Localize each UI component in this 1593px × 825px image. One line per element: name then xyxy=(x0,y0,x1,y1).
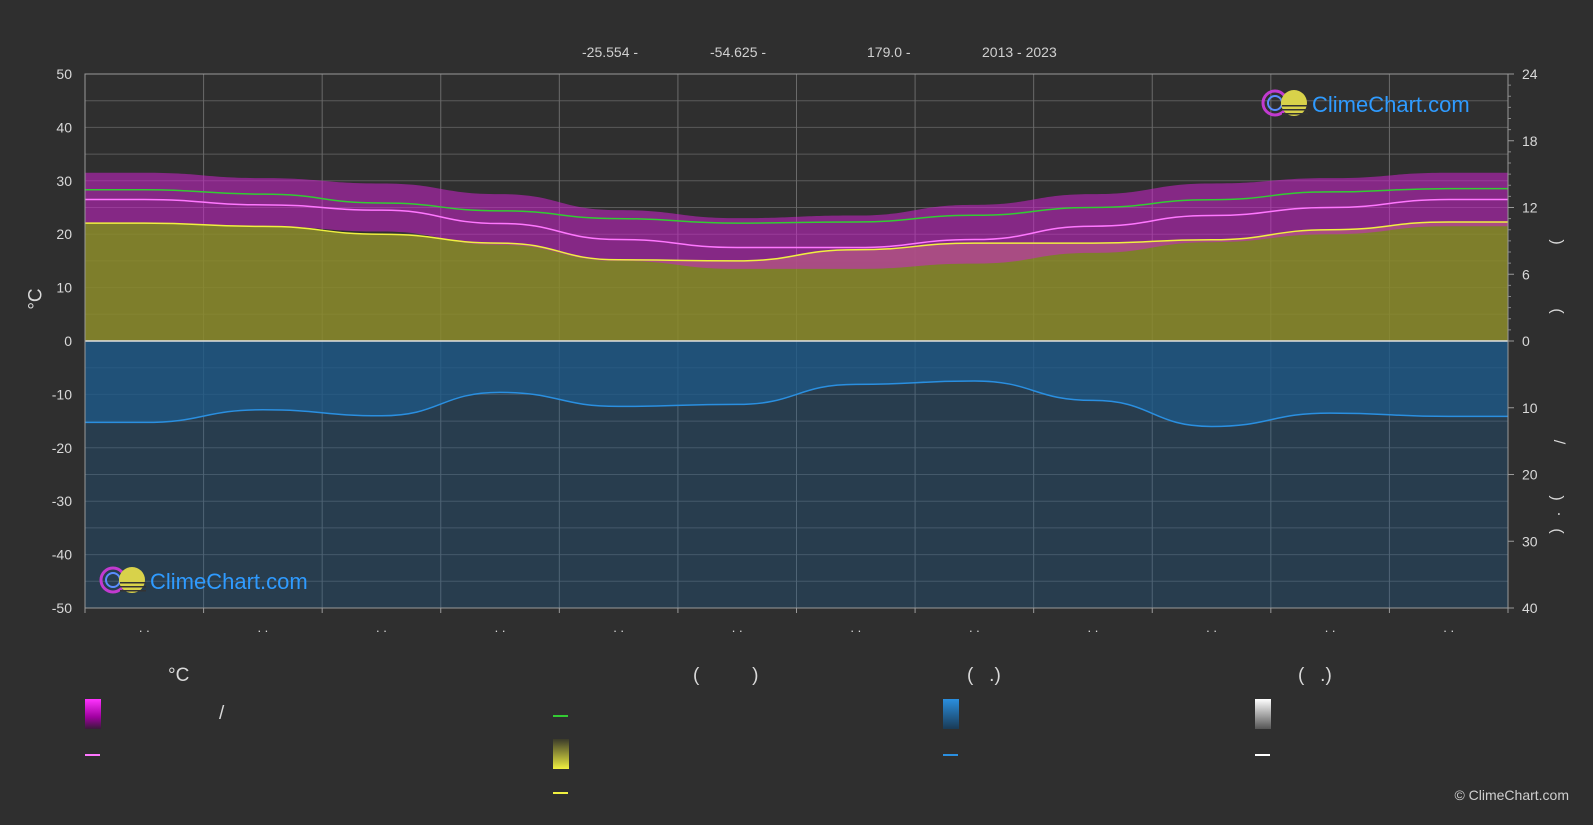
x-tick-label: . . xyxy=(850,620,861,635)
y-tick-right-bottom: 30 xyxy=(1522,533,1538,549)
legend-swatch-sunshine xyxy=(553,739,569,769)
x-tick-label: . . xyxy=(732,620,743,635)
y-tick-right-top: 0 xyxy=(1522,333,1530,349)
temp-mean-line xyxy=(84,198,1508,249)
y-tick-right-bottom: 40 xyxy=(1522,600,1538,616)
x-tick-label: . . xyxy=(1325,620,1336,635)
legend-swatch-temp-range xyxy=(85,699,101,729)
right-axis-slash: / xyxy=(1550,439,1568,445)
legend-title-snow: ( .) xyxy=(1298,665,1332,686)
legend-line-daylight xyxy=(553,715,568,717)
y-tick-left: -40 xyxy=(52,547,72,563)
longitude-label: -54.625 - xyxy=(710,44,767,60)
climechart-logo-icon xyxy=(99,566,146,594)
y-tick-left: -30 xyxy=(52,493,72,509)
x-tick-label: . . xyxy=(1206,620,1217,635)
x-tick-label: . . xyxy=(139,620,150,635)
y-tick-left: 10 xyxy=(56,280,72,296)
rain-area xyxy=(85,341,1508,427)
x-tick-label: . . xyxy=(495,620,506,635)
y-tick-right-top: 18 xyxy=(1522,133,1538,149)
legend-temp-slash: / xyxy=(219,703,225,724)
legend-line-temp-mean xyxy=(85,754,100,756)
x-tick-label: . . xyxy=(1088,620,1099,635)
sunshine-line xyxy=(84,221,1508,262)
right-axis-paren-4: ( xyxy=(1548,528,1566,534)
watermark-bottom-text: ClimeChart.com xyxy=(150,569,308,594)
legend-swatch-snow xyxy=(1255,699,1271,729)
right-axis-paren-2: ( xyxy=(1548,308,1566,314)
x-tick-label: . . xyxy=(1443,620,1454,635)
year-range-label: 2013 - 2023 xyxy=(982,44,1057,60)
legend-line-rain xyxy=(943,754,958,756)
climechart-logo-icon xyxy=(1261,89,1308,117)
legend-swatch-rain xyxy=(943,699,959,729)
legend-title-rain: ( .) xyxy=(967,665,1001,686)
y-axis-title-left: °C xyxy=(25,288,47,310)
y-tick-left: -20 xyxy=(52,440,72,456)
copyright: © ClimeChart.com xyxy=(1454,787,1569,803)
y-tick-left: -50 xyxy=(52,600,72,616)
y-tick-left: 30 xyxy=(56,173,72,189)
x-tick-label: . . xyxy=(969,620,980,635)
daylight-line xyxy=(85,187,1508,224)
y-tick-right-top: 6 xyxy=(1522,266,1530,282)
watermark-top-text: ClimeChart.com xyxy=(1312,92,1470,117)
y-tick-right-bottom: 20 xyxy=(1522,467,1538,483)
y-tick-left: 20 xyxy=(56,226,72,242)
y-tick-left: 40 xyxy=(56,119,72,135)
x-tick-label: . . xyxy=(376,620,387,635)
y-tick-left: 0 xyxy=(64,333,72,349)
y-tick-right-bottom: 10 xyxy=(1522,400,1538,416)
y-tick-left: 50 xyxy=(56,66,72,82)
legend-line-snow xyxy=(1255,754,1270,756)
chart-fills xyxy=(85,172,1508,608)
y-tick-right-top: 24 xyxy=(1522,66,1538,82)
right-axis-paren-1: ) xyxy=(1548,239,1566,245)
x-tick-label: . . xyxy=(613,620,624,635)
right-axis-paren-3: ) xyxy=(1548,495,1566,501)
chart-axes: 50 40 30 20 10 0 -10 -20 -30 -40 -50 24 18 12 6 0 10 20 30… xyxy=(52,66,1538,635)
elevation-label: 179.0 - xyxy=(867,44,911,60)
sunshine-area xyxy=(85,221,1508,341)
legend-title-sunshine: ( ) xyxy=(693,665,759,686)
right-axis-dot: · xyxy=(1550,511,1568,517)
rain-line xyxy=(85,380,1508,428)
legend-line-sunshine xyxy=(553,792,568,794)
y-tick-left: -10 xyxy=(52,386,72,402)
temperature-band xyxy=(85,172,1508,269)
legend-title-temperature: °C xyxy=(168,665,190,686)
chart-lines xyxy=(84,187,1508,428)
x-tick-label: . . xyxy=(257,620,268,635)
y-tick-right-top: 12 xyxy=(1522,200,1538,216)
latitude-label: -25.554 - xyxy=(582,44,639,60)
